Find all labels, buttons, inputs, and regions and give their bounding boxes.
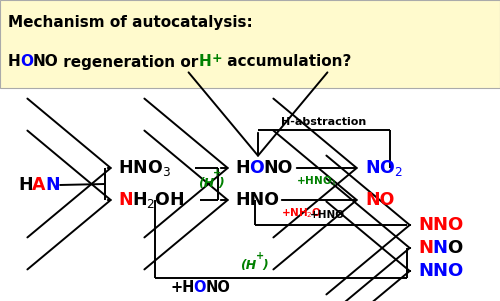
- Text: N: N: [432, 239, 448, 257]
- Text: HNO$_3$: HNO$_3$: [118, 158, 171, 178]
- Text: H: H: [199, 54, 212, 70]
- Text: +: +: [213, 168, 221, 178]
- Text: NO: NO: [206, 281, 231, 296]
- Text: H: H: [235, 159, 250, 177]
- Text: Mechanism of autocatalysis:: Mechanism of autocatalysis:: [8, 14, 253, 29]
- Text: O: O: [20, 54, 34, 70]
- Text: ): ): [218, 176, 224, 190]
- Text: H: H: [18, 176, 32, 194]
- Text: (H: (H: [198, 176, 214, 190]
- Text: H-abstraction: H-abstraction: [282, 117, 366, 127]
- Text: NNO: NNO: [418, 216, 463, 234]
- Text: NO: NO: [264, 159, 293, 177]
- Bar: [0, 0, 500, 88]
- Text: (H: (H: [240, 259, 256, 272]
- Text: regeneration or: regeneration or: [58, 54, 204, 70]
- Text: HNO: HNO: [235, 191, 279, 209]
- Text: N: N: [46, 176, 60, 194]
- Text: H$_2$OH: H$_2$OH: [132, 190, 185, 210]
- Text: accumulation?: accumulation?: [222, 54, 351, 70]
- Text: N: N: [418, 239, 433, 257]
- Text: +: +: [256, 251, 264, 261]
- Text: +H: +H: [170, 281, 194, 296]
- Text: +HNO: +HNO: [310, 210, 345, 220]
- Text: NO$_2$: NO$_2$: [365, 158, 403, 178]
- Text: A: A: [32, 176, 46, 194]
- Text: ): ): [262, 259, 268, 272]
- Text: O: O: [447, 239, 462, 257]
- Text: N: N: [118, 191, 132, 209]
- Text: NO: NO: [365, 191, 394, 209]
- Text: O: O: [194, 281, 206, 296]
- Text: NNO: NNO: [418, 262, 463, 280]
- Text: +HNO$_3$: +HNO$_3$: [296, 174, 337, 188]
- Text: NO: NO: [33, 54, 58, 70]
- Text: +NH$_2$O: +NH$_2$O: [281, 206, 322, 220]
- Text: +: +: [212, 51, 222, 64]
- Text: H: H: [8, 54, 21, 70]
- Text: O: O: [249, 159, 264, 177]
